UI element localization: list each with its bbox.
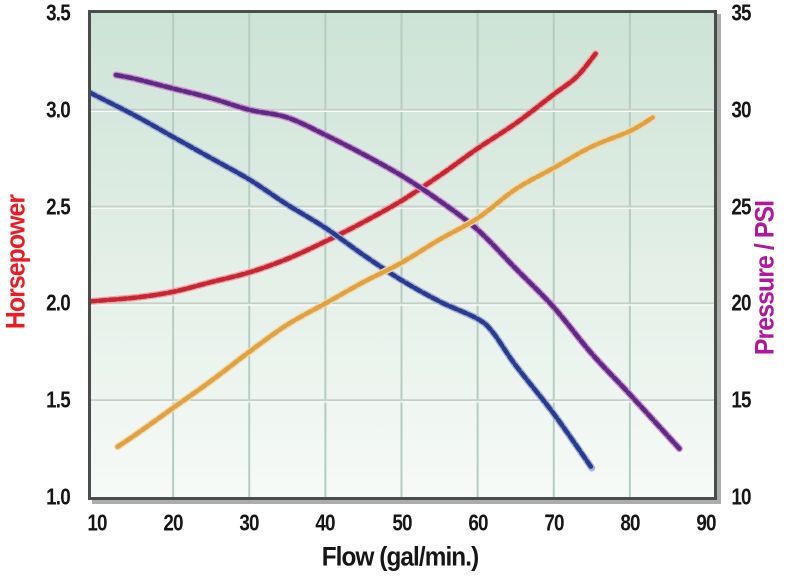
left-tick-label: 1.5 bbox=[46, 386, 71, 413]
x-tick-label: 50 bbox=[391, 509, 412, 536]
left-axis-title: Horsepower bbox=[0, 194, 31, 330]
x-tick-label: 60 bbox=[467, 509, 488, 536]
left-tick-label: 2.5 bbox=[46, 193, 71, 220]
x-tick-label: 20 bbox=[163, 509, 183, 536]
x-tick-label: 90 bbox=[696, 509, 716, 536]
curve-red bbox=[91, 50, 600, 305]
plot-area bbox=[88, 10, 717, 500]
left-tick-label: 1.0 bbox=[46, 483, 71, 510]
x-tick-label: 30 bbox=[239, 509, 260, 536]
x-tick-label: 10 bbox=[87, 509, 107, 536]
plot-svg bbox=[91, 13, 714, 497]
curve-red bbox=[91, 51, 598, 304]
left-tick-label: 3.5 bbox=[46, 0, 71, 26]
right-tick-label: 15 bbox=[731, 386, 751, 413]
right-tick-label: 35 bbox=[731, 0, 751, 26]
x-tick-label: 70 bbox=[544, 509, 564, 536]
left-tick-label: 2.0 bbox=[46, 289, 71, 316]
x-tick-label: 80 bbox=[620, 509, 640, 536]
x-axis-title: Flow (gal/min.) bbox=[321, 541, 479, 572]
curve-purple bbox=[113, 72, 682, 451]
right-axis-title: Pressure / PSI bbox=[749, 200, 780, 356]
curve-orange bbox=[115, 115, 655, 449]
x-tick-label: 40 bbox=[315, 509, 336, 536]
curve-blue bbox=[91, 90, 595, 471]
right-tick-label: 10 bbox=[731, 483, 751, 510]
right-tick-label: 30 bbox=[731, 96, 751, 123]
right-tick-label: 25 bbox=[731, 193, 751, 220]
right-tick-label: 20 bbox=[731, 289, 751, 316]
left-tick-label: 3.0 bbox=[46, 96, 71, 123]
